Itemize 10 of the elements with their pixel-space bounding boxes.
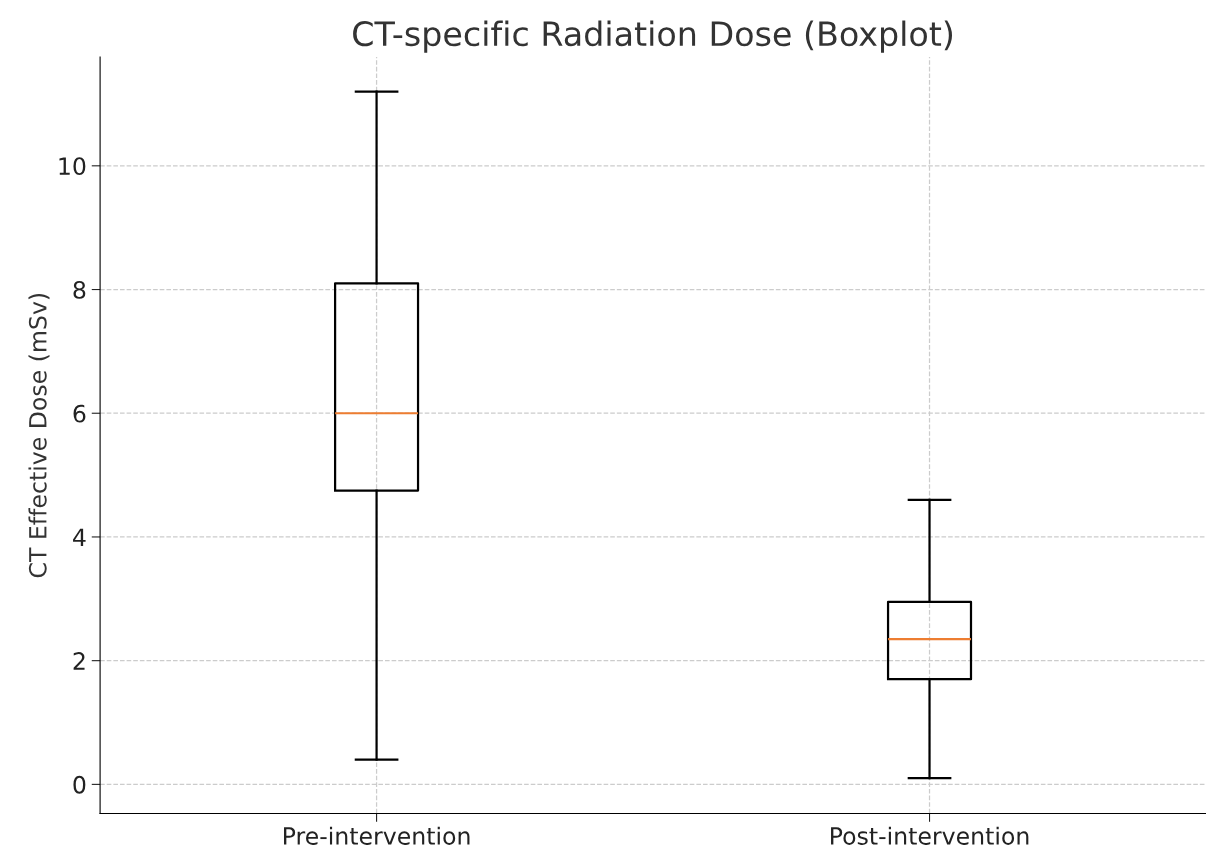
x-tick-label: Post-intervention [831,826,1029,845]
y-tick-label: 0 [73,775,86,794]
y-tick-label: 10 [59,157,86,176]
y-tick-label: 4 [73,528,86,546]
y-tick-label: 6 [73,404,86,423]
y-axis-title: CT Effective Dose (mSv) [28,293,50,578]
chart-title: CT-specific Radiation Dose (Boxplot) [353,20,953,53]
y-tick-label: 8 [73,280,86,299]
x-tick-label: Pre-intervention [284,826,470,845]
y-tick-label: 2 [73,652,85,670]
